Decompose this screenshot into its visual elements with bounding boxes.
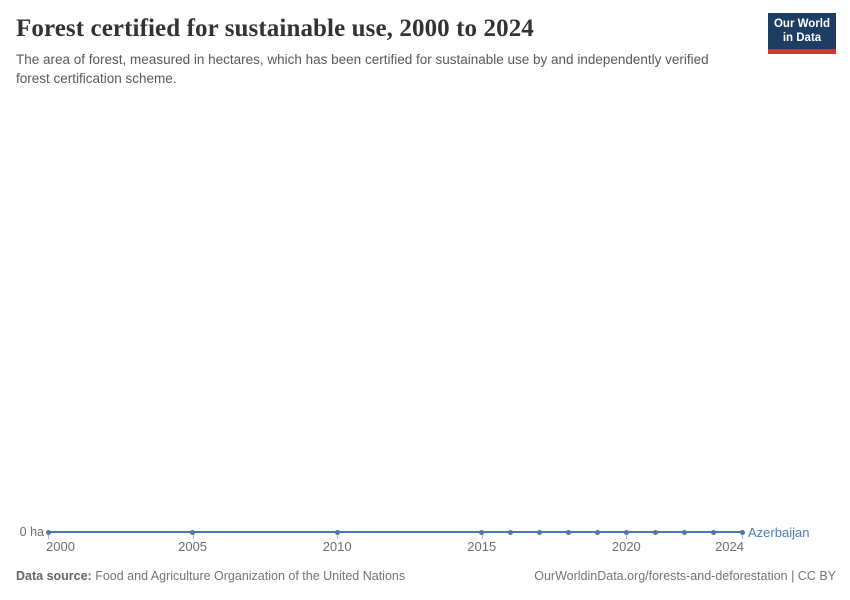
y-axis-zero-label: 0 ha [19, 524, 44, 539]
x-axis-tick-label: 2020 [611, 539, 641, 554]
series-entity-label[interactable]: Azerbaijan [748, 524, 810, 540]
series-line-azerbaijan[interactable] [48, 531, 742, 533]
data-point-2017[interactable] [537, 529, 543, 535]
owid-logo[interactable]: Our World in Data [768, 13, 836, 54]
data-point-2000[interactable] [45, 529, 51, 535]
x-axis-tick [626, 533, 627, 539]
data-point-2023[interactable] [710, 529, 716, 535]
data-point-2015[interactable] [479, 529, 485, 535]
data-point-2005[interactable] [190, 529, 196, 535]
chart-header: Forest certified for sustainable use, 20… [16, 14, 754, 88]
chart-subtitle: The area of forest, measured in hectares… [16, 52, 709, 86]
x-axis-tick [48, 533, 49, 539]
x-axis-tick [742, 533, 743, 539]
x-axis-tick-label: 2010 [322, 539, 352, 554]
x-axis-tick [337, 533, 338, 539]
data-point-2021[interactable] [652, 529, 658, 535]
x-axis-tick-label: 2005 [178, 539, 208, 554]
x-axis-tick [193, 533, 194, 539]
data-point-2024[interactable] [739, 529, 745, 535]
credit-link[interactable]: OurWorldinData.org/forests-and-deforesta… [534, 569, 836, 583]
chart-title: Forest certified for sustainable use, 20… [16, 15, 534, 42]
data-point-2016[interactable] [508, 529, 514, 535]
chart-footer: Data source: Food and Agriculture Organi… [16, 568, 836, 584]
data-point-2019[interactable] [594, 529, 600, 535]
owid-logo-line1: Our World [773, 18, 830, 30]
data-source-note: Data source: Food and Agriculture Organi… [16, 568, 405, 584]
owid-logo-line2: in Data [782, 32, 822, 44]
x-axis-tick-label: 2000 [46, 539, 75, 554]
x-axis-tick-label: 2024 [715, 539, 744, 554]
x-axis-tick [482, 533, 483, 539]
data-point-2020[interactable] [623, 529, 629, 535]
data-source-text: Food and Agriculture Organization of the… [91, 569, 406, 583]
x-axis-tick-label: 2015 [467, 539, 497, 554]
data-point-2010[interactable] [334, 529, 340, 535]
data-point-2018[interactable] [566, 529, 571, 535]
owid-logo-red-bar [768, 49, 836, 54]
data-source-label: Data source: [16, 569, 92, 583]
data-point-2022[interactable] [681, 529, 687, 535]
owid-logo-text: Our World in Data [768, 13, 836, 49]
